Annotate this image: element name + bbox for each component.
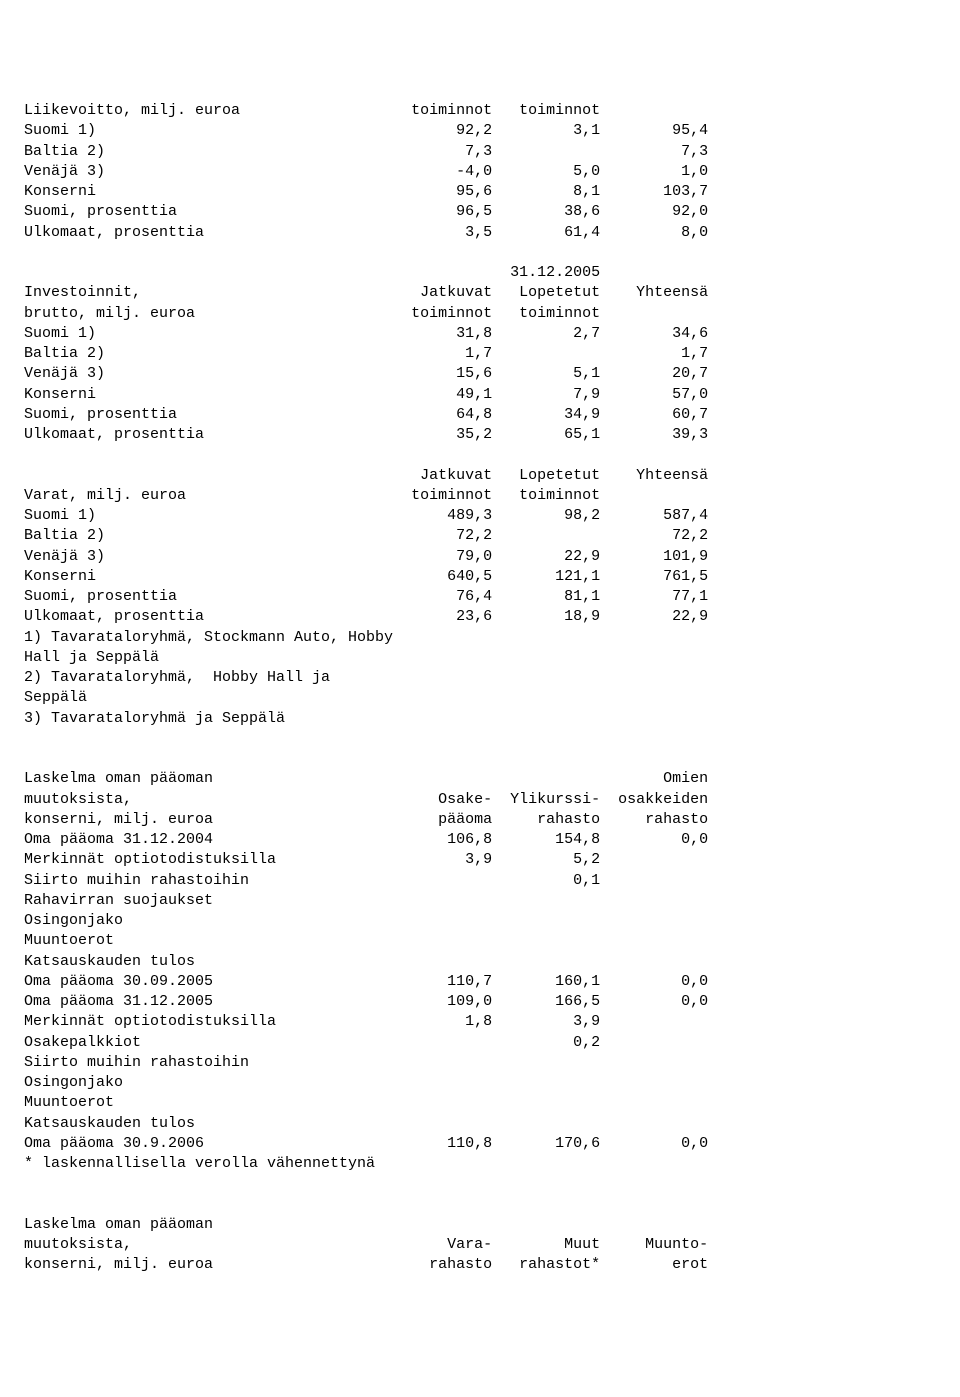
table1: Liikevoitto, milj. euroa toiminnot toimi… xyxy=(24,102,708,241)
table3-notes: 1) Tavarataloryhmä, Stockmann Auto, Hobb… xyxy=(24,629,393,727)
table3: Jatkuvat Lopetetut Yhteensä Varat, milj.… xyxy=(24,467,708,626)
table5: Laskelma oman pääoman muutoksista, Vara-… xyxy=(24,1216,708,1274)
document-body: Liikevoitto, milj. euroa toiminnot toimi… xyxy=(24,101,936,1276)
table4: Laskelma oman pääoman Omien muutoksista,… xyxy=(24,770,708,1172)
table2: 31.12.2005 Investoinnit, Jatkuvat Lopete… xyxy=(24,264,708,443)
